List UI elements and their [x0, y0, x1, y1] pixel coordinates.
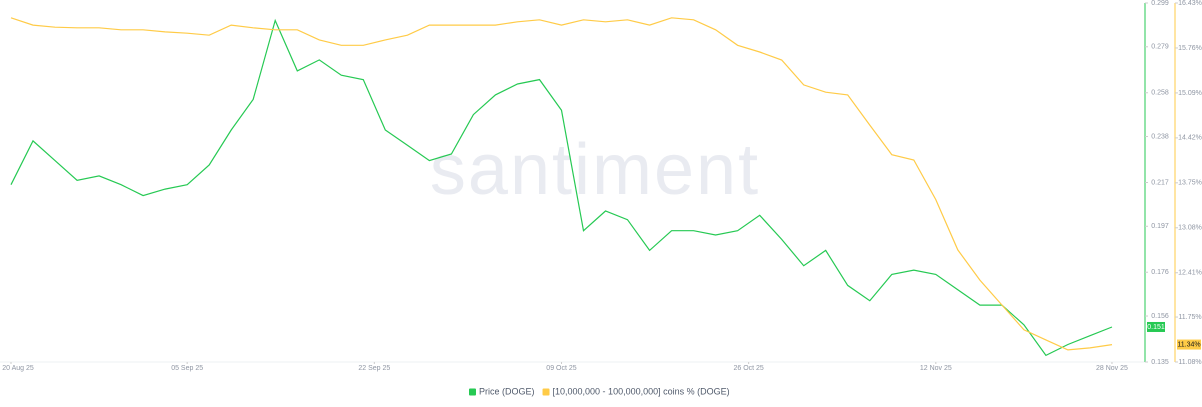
last-value-badge [1177, 339, 1201, 350]
y2-tick-label: 11.08% [1178, 359, 1201, 366]
last-value-label: 11.34% [1177, 341, 1200, 348]
y-tick-label: 0.238 [1151, 133, 1169, 140]
y2-tick-label: 15.76% [1178, 45, 1202, 52]
y-tick-label: 0.135 [1151, 359, 1169, 366]
x-tick-label: 28 Nov 25 [1096, 365, 1128, 372]
y2-tick-label: 13.75% [1178, 180, 1202, 187]
y-tick-label: 0.156 [1151, 313, 1169, 320]
x-tick-label: 05 Sep 25 [171, 365, 203, 372]
y-tick-label: 0.197 [1151, 223, 1169, 230]
x-tick-label: 22 Sep 25 [358, 365, 390, 372]
legend-label: Price (DOGE) [479, 386, 535, 396]
y-tick-label: 0.299 [1151, 0, 1169, 7]
watermark: santiment [430, 130, 760, 210]
data-line [10, 17, 1113, 351]
data-line [10, 18, 1113, 357]
y-tick-label: 0.217 [1151, 179, 1169, 186]
y2-tick-label: 16.43% [1178, 0, 1202, 7]
last-value-label: 0.151 [1147, 324, 1165, 331]
legend-swatch [542, 388, 550, 396]
x-tick-label: 09 Oct 25 [546, 365, 576, 372]
last-value-badge [1147, 321, 1165, 332]
y2-tick-label: 12.41% [1178, 270, 1202, 277]
y-tick-label: 0.258 [1151, 90, 1169, 97]
y2-tick-label: 11.75% [1178, 314, 1201, 321]
legend-label: [10,000,000 - 100,000,000] coins % (DOGE… [553, 386, 730, 396]
y-tick-label: 0.176 [1151, 269, 1169, 276]
y2-tick-label: 13.08% [1178, 225, 1202, 232]
y2-tick-label: 14.42% [1178, 135, 1202, 142]
y-tick-label: 0.279 [1151, 44, 1169, 51]
x-tick-label: 26 Oct 25 [733, 365, 763, 372]
x-tick-label: 20 Aug 25 [2, 365, 34, 372]
y2-tick-label: 15.09% [1178, 90, 1202, 97]
x-tick-label: 12 Nov 25 [920, 365, 952, 372]
legend-swatch [469, 388, 476, 396]
